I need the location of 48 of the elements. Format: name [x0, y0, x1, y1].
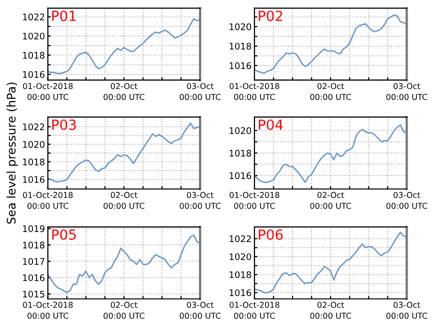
y-tick-label: 1017 — [23, 258, 44, 265]
y-tick-label: 1016 — [230, 172, 252, 180]
x-tick-label: 03-Oct 00:00 UTC — [386, 192, 428, 209]
y-tick-label: 1018 — [23, 52, 44, 59]
y-tick-label: 1018 — [23, 242, 44, 248]
y-tick-label: 1020 — [230, 23, 252, 30]
x-tick-label: 01-Oct-2018 00:00 UTC — [230, 192, 280, 209]
x-tick-label: 01-Oct-2018 00:00 UTC — [230, 83, 280, 100]
x-tick-label: 03-Oct 00:00 UTC — [180, 83, 221, 100]
x-tick-label: 03-Oct 00:00 UTC — [386, 302, 428, 319]
y-tick-label: 1022 — [23, 123, 44, 130]
x-tick-label: 03-Oct 00:00 UTC — [180, 192, 221, 209]
y-tick-label: 1020 — [230, 127, 252, 134]
y-tick-label: 1020 — [23, 140, 44, 148]
y-tick-label: 1018 — [230, 150, 252, 157]
y-axis-title: Sea level pressure (hPa) — [6, 82, 18, 224]
y-tick-label: 1019 — [23, 225, 44, 232]
x-tick-label: 01-Oct-2018 00:00 UTC — [230, 302, 280, 319]
y-tick-label: 1020 — [230, 253, 252, 260]
x-tick-label: 02-Oct 00:00 UTC — [104, 302, 144, 319]
x-tick-label: 02-Oct 00:00 UTC — [310, 83, 352, 100]
x-tick-label: 02-Oct 00:00 UTC — [310, 192, 352, 209]
y-tick-label: 1018 — [230, 42, 252, 50]
y-tick-label: 1016 — [23, 71, 45, 78]
x-tick-label: 01-Oct-2018 00:00 UTC — [23, 83, 73, 100]
x-tick-label: 03-Oct 00:00 UTC — [386, 83, 428, 100]
y-tick-label: 1022 — [23, 14, 44, 20]
chart-title: P01 — [52, 10, 76, 22]
chart-title: P04 — [258, 119, 283, 130]
y-tick-label: 1016 — [230, 289, 252, 296]
x-tick-label: 02-Oct 00:00 UTC — [104, 192, 144, 209]
y-tick-label: 1016 — [230, 62, 252, 70]
y-tick-label: 1015 — [23, 290, 44, 298]
x-tick-label: 01-Oct-2018 00:00 UTC — [23, 192, 73, 209]
y-tick-label: 1022 — [230, 235, 251, 242]
x-tick-label: 02-Oct 00:00 UTC — [104, 83, 144, 100]
y-tick-label: 1016 — [23, 274, 45, 282]
chart-title: P03 — [52, 119, 76, 130]
chart-title: P05 — [52, 229, 76, 240]
y-tick-label: 1016 — [23, 176, 45, 183]
x-tick-label: 02-Oct 00:00 UTC — [310, 302, 352, 319]
x-tick-label: 03-Oct 00:00 UTC — [180, 302, 221, 319]
y-tick-label: 1018 — [23, 158, 44, 166]
y-tick-label: 1018 — [230, 271, 252, 278]
chart-title: P02 — [258, 10, 282, 22]
y-tick-label: 1020 — [23, 32, 44, 40]
x-tick-label: 01-Oct-2018 00:00 UTC — [23, 302, 73, 319]
chart-title: P06 — [258, 229, 283, 240]
